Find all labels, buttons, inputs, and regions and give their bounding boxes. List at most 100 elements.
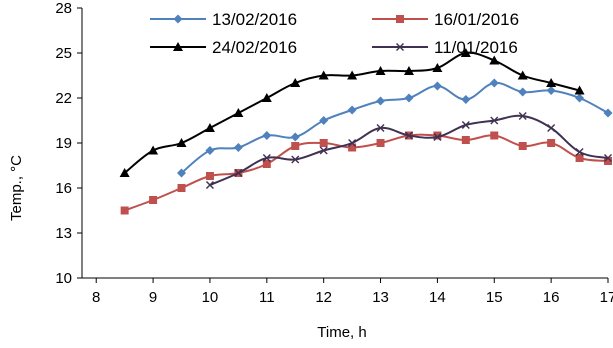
x-tick-label: 16 [543,289,560,306]
data-point [120,206,129,215]
data-point [176,138,187,147]
data-point [376,96,386,106]
y-tick-label: 28 [55,0,72,17]
data-point [233,108,244,117]
data-point [403,66,414,75]
legend-marker [396,43,404,51]
legend-label: 24/02/2016 [212,38,297,57]
data-point [603,108,613,118]
data-point [261,93,272,102]
data-point [518,142,527,150]
legend-label: 11/01/2016 [434,38,518,57]
data-point [347,70,358,80]
data-point [546,78,557,87]
data-point [489,78,499,88]
data-point [432,63,443,72]
data-point [376,124,385,132]
data-point [291,142,300,150]
data-point [177,168,187,178]
data-point [347,105,357,115]
data-point [547,139,556,147]
data-point [205,181,214,189]
data-point [177,184,186,192]
data-point [404,131,413,140]
legend-label: 16/01/2016 [434,10,519,29]
data-point [461,121,470,129]
legend-item: 11/01/2016 [372,38,518,57]
data-point [546,86,556,95]
data-point [575,154,584,162]
data-point [490,131,499,140]
x-tick-label: 12 [315,289,332,306]
y-tick-label: 10 [55,270,72,287]
y-tick-label: 13 [55,225,72,242]
data-point [575,93,585,103]
x-tick-label: 9 [149,289,157,306]
data-point [290,132,300,142]
y-tick-label: 22 [55,90,72,107]
legend-marker [396,15,404,23]
data-point [433,133,442,141]
data-point [205,146,215,155]
legend-marker [173,42,183,51]
y-axis-title: Temp., °C [8,155,25,221]
x-tick-label: 14 [429,289,446,306]
data-point [149,196,158,204]
data-point [574,85,585,95]
series-16/01/2016 [120,131,612,215]
data-point [404,93,414,103]
data-point [433,131,442,140]
x-axis-title: Time, h [317,324,366,341]
data-point [262,131,272,140]
data-point [291,155,300,164]
data-point [575,148,584,156]
data-point [205,172,214,180]
data-point [518,87,528,97]
data-point [376,139,385,147]
y-tick-label: 16 [55,180,72,197]
y-tick-label: 25 [55,45,72,62]
data-point [517,70,528,80]
x-tick-label: 8 [92,289,100,306]
data-point [319,116,329,125]
y-tick-label: 19 [55,135,72,152]
data-point [604,154,612,162]
data-point [234,169,243,177]
data-point [318,70,329,80]
data-point [460,48,471,57]
data-point [375,66,386,75]
data-point [547,124,556,132]
data-point [319,146,328,155]
data-point [119,168,130,177]
data-point [489,55,500,65]
data-point [290,78,301,87]
data-point [233,143,243,152]
series-24/02/2016 [119,48,585,177]
x-tick-label: 17 [600,289,613,306]
data-point [348,143,357,152]
legend-marker [173,14,183,24]
data-point [490,116,499,125]
data-point [432,81,442,91]
legend-item: 24/02/2016 [150,38,297,57]
data-point [319,139,328,147]
data-point [461,95,471,104]
legend-label: 13/02/2016 [212,10,297,29]
data-point [518,112,527,120]
series-layer [119,48,613,215]
data-point [262,160,271,168]
data-point [204,123,215,132]
series-11/01/2016 [205,112,612,189]
data-point [348,139,357,147]
data-point [148,145,159,155]
x-tick-label: 11 [259,289,275,306]
x-tick-label: 15 [486,289,503,306]
data-point [262,154,271,162]
x-tick-label: 13 [372,289,389,306]
series-13/02/2016 [177,78,613,178]
data-point [604,157,612,165]
legend-item: 13/02/2016 [150,10,297,29]
legend-item: 16/01/2016 [372,10,519,29]
series-line [180,81,609,174]
